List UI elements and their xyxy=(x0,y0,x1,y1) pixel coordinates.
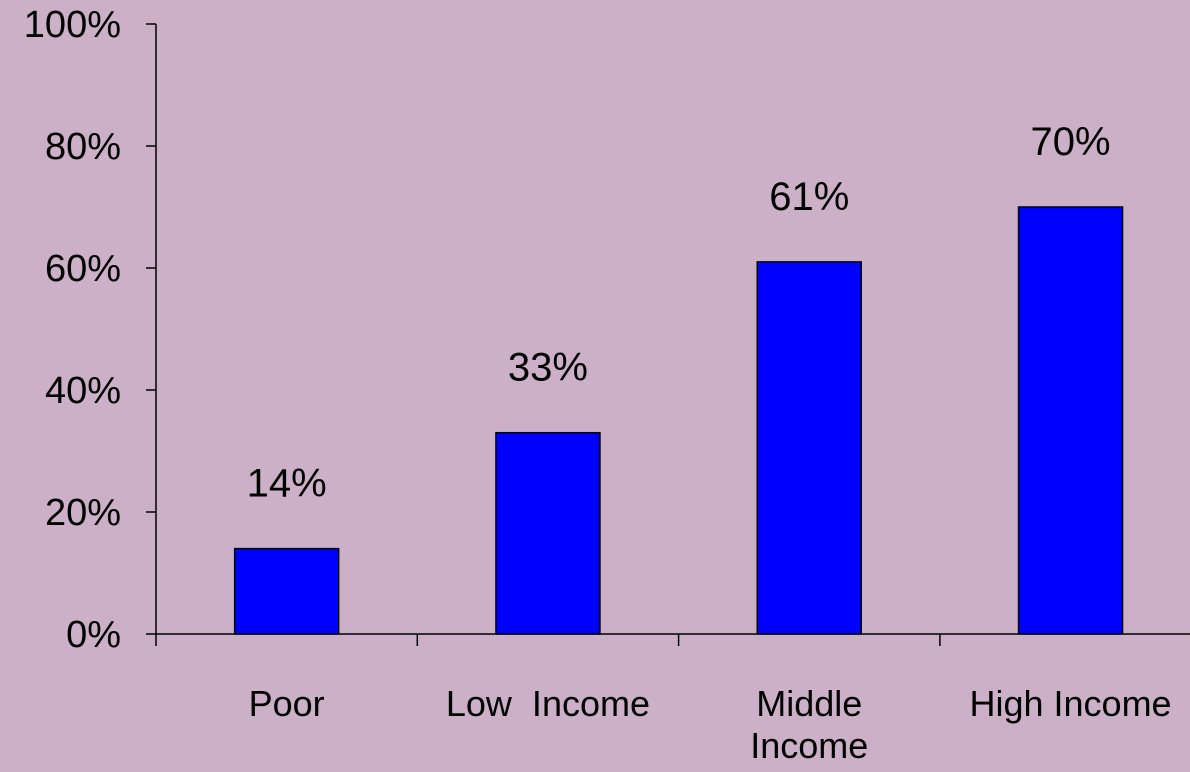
x-category-label: High Income xyxy=(969,683,1171,724)
bar-poor xyxy=(233,547,340,635)
x-category-label: Low Income xyxy=(446,683,650,724)
bar-middle-income xyxy=(756,261,862,635)
bars-group xyxy=(233,206,1124,635)
x-category-label: Middle Income xyxy=(750,683,868,766)
y-tick-label: 20% xyxy=(45,492,121,534)
y-tick-label: 100% xyxy=(24,4,121,46)
bar-high-income xyxy=(1017,206,1124,635)
x-category-label: Poor xyxy=(249,683,325,724)
data-label: 33% xyxy=(508,346,588,390)
y-tick-label: 60% xyxy=(45,248,121,290)
data-label: 14% xyxy=(247,462,327,506)
data-label: 61% xyxy=(769,175,849,219)
bar-low-income xyxy=(495,431,601,635)
data-label: 70% xyxy=(1031,120,1111,164)
data-labels-group: 14% 33% 61% 70% xyxy=(247,120,1111,506)
y-axis: 0% 20% 40% 60% 80% 100% xyxy=(24,4,157,656)
y-tick-label: 0% xyxy=(66,614,121,656)
y-tick-label: 80% xyxy=(45,126,121,168)
y-tick-label: 40% xyxy=(45,370,121,412)
category-labels-group: Poor Low Income Middle Income High Income xyxy=(249,683,1172,766)
x-axis xyxy=(155,633,1190,646)
